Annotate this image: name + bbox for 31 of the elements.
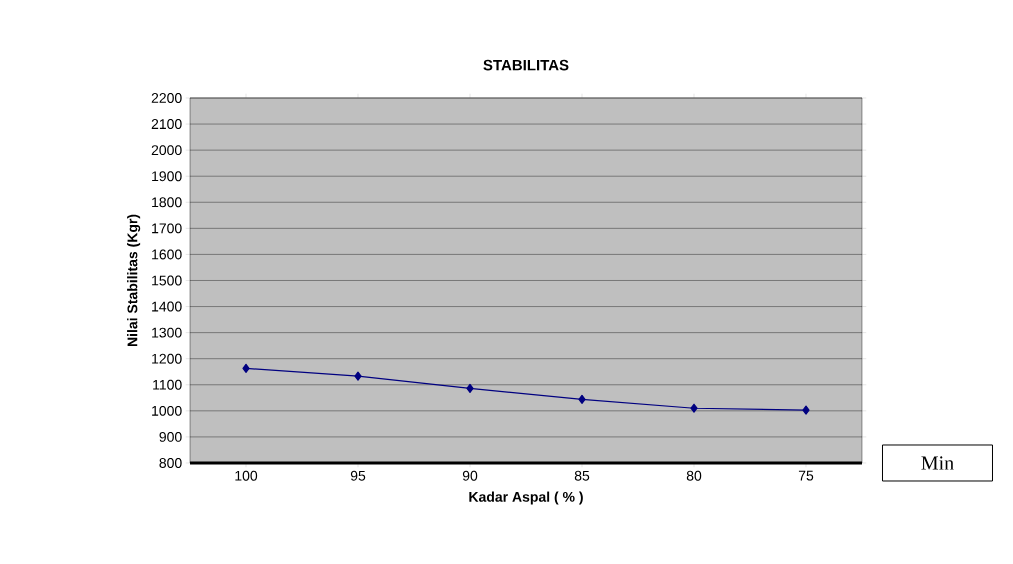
y-tick-label: 2100 <box>151 119 182 130</box>
y-tick-label: 1500 <box>152 275 182 286</box>
x-axis-title: Kadar Aspal ( % ) <box>469 491 583 505</box>
text: Min <box>921 456 954 470</box>
y-tick-label: 1100 <box>153 379 182 390</box>
y-tick-label: 1300 <box>152 327 182 338</box>
y-tick-label: 1400 <box>152 301 182 312</box>
x-tick-label: 75 <box>798 470 814 481</box>
y-tick-label: 2000 <box>151 145 182 156</box>
x-tick-label: 80 <box>686 470 702 481</box>
point <box>690 403 698 413</box>
y-tick-label: 2200 <box>151 93 182 103</box>
x-tick-label: 95 <box>350 470 366 481</box>
y-tick-label: 1600 <box>152 249 182 260</box>
y-tick-label: 800 <box>159 458 182 468</box>
y-tick-label: 1000 <box>152 405 182 416</box>
y-tick-label: 1900 <box>152 171 182 182</box>
y-tick-label: 1800 <box>152 197 182 208</box>
point <box>466 383 474 394</box>
chart-title: STABILITAS <box>483 59 569 71</box>
y-tick-label: 1200 <box>152 353 182 364</box>
y-axis-title: Nilai Stabilitas (Kgr) <box>127 214 141 347</box>
point <box>802 405 810 415</box>
y-tick-label: 1700 <box>152 223 182 234</box>
point <box>242 363 250 373</box>
point <box>354 371 362 381</box>
x-tick-label: 85 <box>574 470 590 481</box>
y-tick-label: 900 <box>159 431 182 442</box>
x-tick-label: 90 <box>462 470 478 481</box>
point <box>578 394 586 404</box>
x-tick-label: 100 <box>235 470 258 481</box>
